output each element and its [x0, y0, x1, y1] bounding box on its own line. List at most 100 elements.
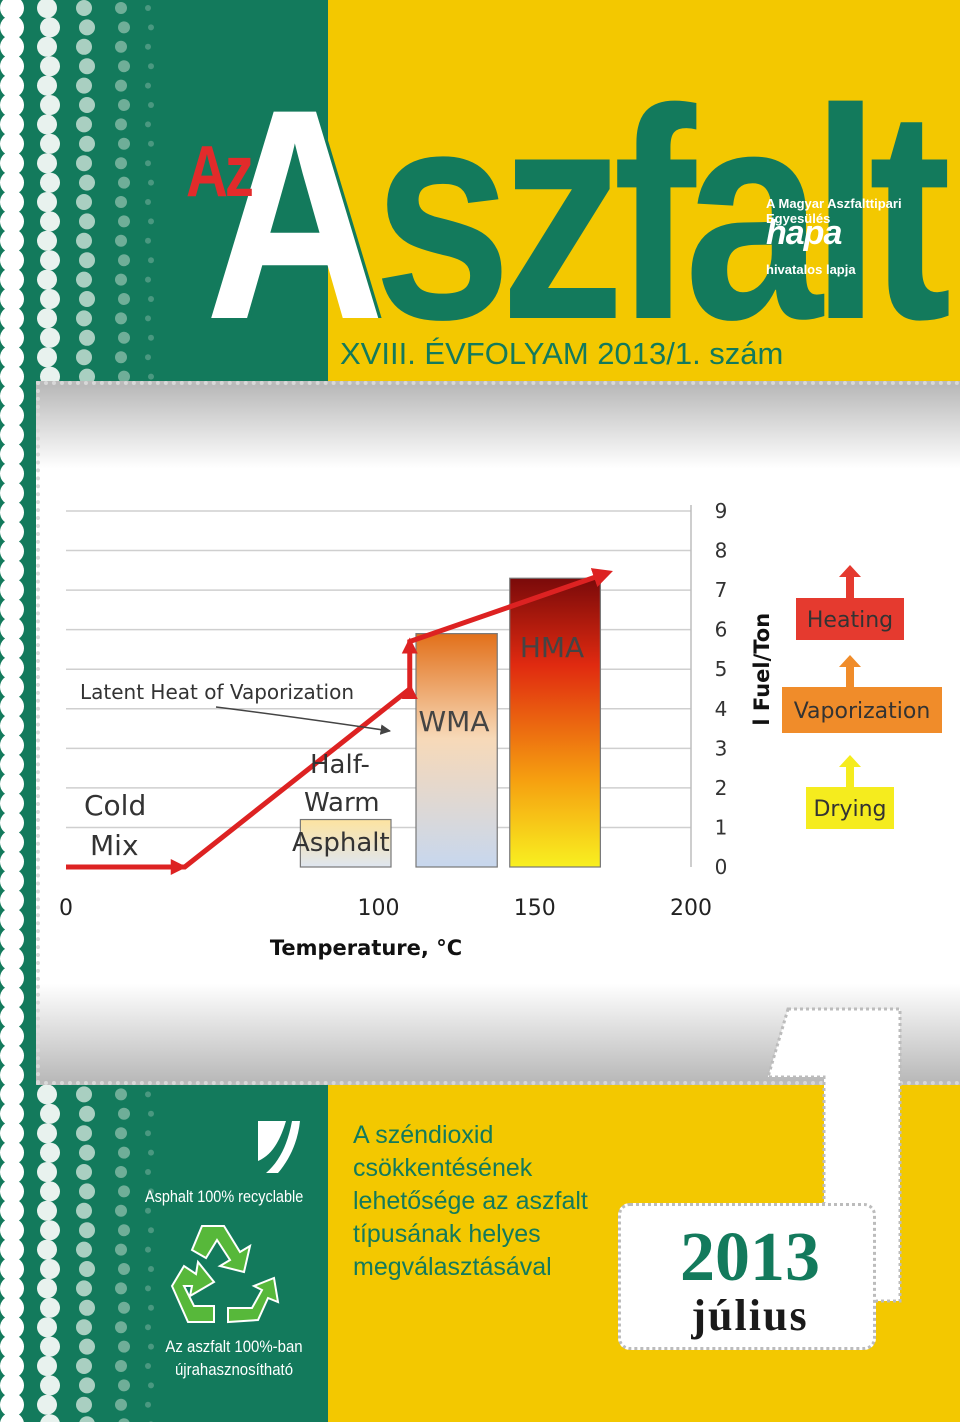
decor-dot — [0, 306, 24, 331]
decor-dot — [145, 315, 151, 322]
decor-dot — [79, 174, 95, 191]
decor-dot — [76, 1086, 92, 1103]
decor-dot — [37, 1162, 57, 1182]
issue-line: XVIII. ÉVFOLYAM 2013/1. szám — [340, 336, 784, 371]
decor-dot — [76, 310, 92, 327]
decor-dot — [148, 296, 154, 302]
decor-dot — [115, 196, 127, 208]
decor-dot — [0, 73, 24, 98]
decor-dot — [145, 1130, 151, 1137]
decor-dot — [79, 1183, 95, 1200]
decor-dot — [40, 1259, 60, 1279]
x-axis-label: Temperature, °C — [270, 936, 462, 960]
decor-dot — [40, 289, 60, 309]
decor-dot — [0, 810, 24, 835]
decor-dot — [37, 153, 57, 174]
decor-dot — [0, 597, 24, 622]
hapa-logo: hapa — [766, 214, 842, 252]
decor-dot — [76, 0, 92, 16]
decor-dot — [40, 211, 60, 232]
legend-heating-label: Heating — [807, 608, 893, 633]
decor-dot — [40, 133, 60, 154]
decor-dot — [148, 1266, 154, 1272]
decor-dot — [0, 1412, 24, 1422]
chart-areas — [299, 577, 601, 868]
decor-dot — [0, 519, 24, 544]
decor-dot — [0, 869, 24, 893]
decor-dot — [0, 228, 24, 253]
decor-dot — [0, 1354, 24, 1378]
decor-dot — [0, 1334, 24, 1359]
decor-dot — [76, 155, 92, 172]
decor-dot — [148, 1188, 154, 1195]
decor-dot — [76, 1319, 92, 1336]
legend-vaporization-box — [782, 687, 942, 733]
decor-dot — [0, 267, 24, 292]
decor-dot — [145, 1324, 151, 1331]
decor-dot — [148, 1149, 154, 1156]
x-tick-label: 100 — [358, 896, 400, 921]
decor-dot — [115, 1088, 127, 1101]
decor-dot — [79, 58, 95, 75]
decor-dot — [0, 1082, 24, 1107]
label-asphalt: Asphalt — [292, 828, 390, 858]
decor-dot — [0, 481, 24, 505]
decor-dot — [0, 636, 24, 661]
decor-dot — [37, 1200, 57, 1221]
decor-dot — [0, 364, 24, 389]
decor-dot — [79, 1338, 95, 1355]
recycle-caption-hu: Az aszfalt 100%-ban újrahasznosítható — [151, 1335, 316, 1381]
decor-dot — [0, 1257, 24, 1281]
headline-line-3: lehetősége az aszfalt — [353, 1187, 588, 1215]
decor-dot — [115, 312, 127, 325]
issue-year: 2013 — [680, 1219, 820, 1296]
decor-dot — [0, 985, 24, 1010]
decor-dot — [76, 1164, 92, 1180]
decor-dot — [0, 112, 24, 137]
decor-dot — [79, 135, 95, 152]
magazine-title: Aszfalt — [205, 46, 952, 382]
decorative-dots — [0, 0, 154, 1422]
x-tick-label: 150 — [514, 896, 556, 921]
decor-dot — [115, 1321, 127, 1334]
y-tick-label: 7 — [715, 578, 728, 602]
legend-heating-arrow-shaft — [846, 575, 854, 598]
decor-dot — [0, 34, 24, 59]
decor-dot — [0, 1237, 24, 1262]
decor-dot — [40, 1375, 60, 1396]
issue-number-text: 1 — [760, 1005, 769, 1009]
decor-dot — [0, 791, 24, 816]
decor-dot — [115, 1398, 127, 1411]
label-half: Half- — [310, 750, 370, 780]
decor-dot — [0, 93, 24, 117]
decor-dot — [76, 232, 92, 249]
title-initial: A — [205, 46, 385, 382]
decor-dot — [148, 373, 154, 380]
decor-dot — [115, 1204, 127, 1217]
decor-dot — [40, 1142, 60, 1163]
decor-dot — [0, 772, 24, 796]
decor-dot — [0, 1121, 24, 1146]
decor-dot — [145, 1401, 151, 1408]
y-tick-label: 5 — [715, 657, 728, 681]
decor-dot — [0, 1373, 24, 1398]
decor-dot — [40, 56, 60, 77]
decor-dot — [145, 354, 151, 361]
decor-dot — [118, 1107, 130, 1120]
decor-dot — [145, 1285, 151, 1292]
decor-dot — [0, 461, 24, 486]
decor-dot — [148, 179, 154, 186]
decor-dot — [37, 1084, 57, 1105]
decor-dot — [76, 1241, 92, 1258]
decor-dot — [37, 192, 57, 212]
curve-arrow-3 — [401, 637, 418, 654]
decor-dot — [115, 351, 127, 364]
decor-dot — [145, 1246, 151, 1253]
decor-dot — [76, 1358, 92, 1374]
area-half-warm — [299, 818, 392, 868]
issue-date-badge: 2013 július — [618, 1203, 876, 1350]
label-warm: Warm — [304, 788, 380, 818]
y-tick-label: 1 — [715, 815, 728, 839]
decor-dot — [145, 1207, 151, 1214]
decor-dot — [76, 1202, 92, 1219]
